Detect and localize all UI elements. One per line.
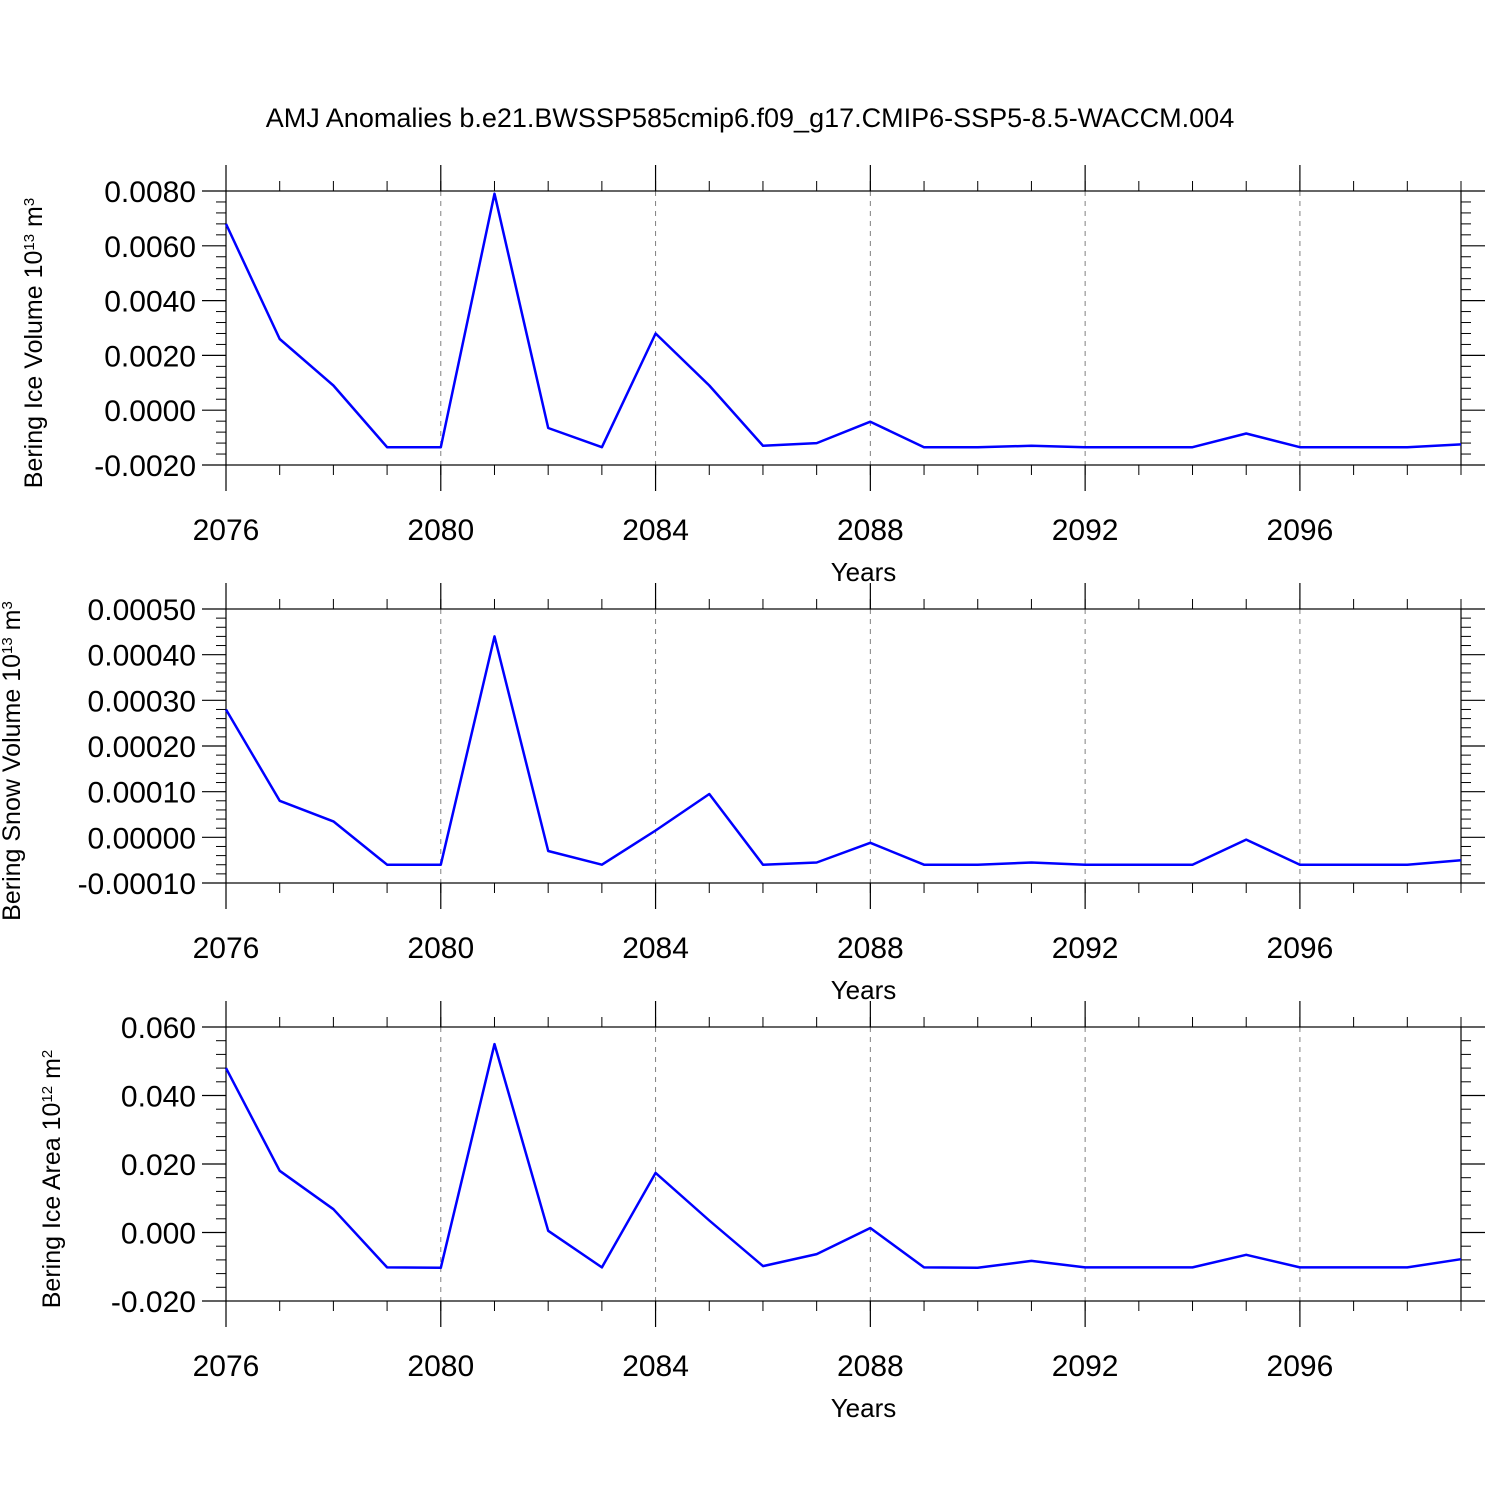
y-tick-label: 0.020	[121, 1149, 196, 1182]
y-axis-label-superscript: 2	[39, 1050, 56, 1058]
x-tick-label: 2080	[407, 1350, 474, 1383]
y-tick-label: 0.0080	[104, 176, 196, 209]
x-tick-label: 2088	[837, 932, 904, 965]
y-tick-label: 0.00020	[88, 731, 196, 764]
y-axis-label-part: Bering Ice Volume 10	[20, 251, 48, 489]
y-axis-label-superscript: 12	[39, 1086, 56, 1103]
y-tick-label: 0.0020	[104, 340, 196, 373]
y-axis-label-superscript: 13	[21, 234, 38, 251]
y-tick-label: 0.00010	[88, 777, 196, 810]
x-tick-label: 2092	[1052, 1350, 1119, 1383]
x-tick-label: 2084	[622, 514, 689, 547]
x-tick-label: 2076	[193, 1350, 260, 1383]
x-tick-label: 2084	[622, 932, 689, 965]
y-axis-label-superscript: 3	[21, 198, 38, 206]
y-tick-label: 0.060	[121, 1012, 196, 1045]
y-tick-label: 0.040	[121, 1081, 196, 1114]
y-axis-label: Bering Ice Area 1012 m2	[38, 1050, 66, 1309]
y-tick-label: 0.00000	[88, 822, 196, 855]
y-axis-label: Bering Snow Volume 1013 m3	[0, 601, 26, 921]
y-tick-label: -0.00010	[78, 868, 196, 901]
y-axis-label-superscript: 3	[0, 601, 16, 609]
x-tick-label: 2076	[193, 514, 260, 547]
y-axis-label-part: m	[0, 610, 26, 638]
x-tick-label: 2096	[1267, 932, 1334, 965]
plot-frame	[225, 190, 1462, 466]
y-tick-label: 0.00040	[88, 640, 196, 673]
panel-3: 2076 2080 2084 2088 2092 2096 -0.020 0.000 0.020…	[38, 1001, 1485, 1423]
x-tick-label: 2092	[1052, 932, 1119, 965]
y-axis-label: Bering Ice Volume 1013 m3	[20, 198, 48, 488]
y-axis-label-part: m	[20, 206, 48, 234]
x-axis-label: Years	[831, 975, 897, 1005]
x-axis-label: Years	[831, 1393, 897, 1423]
x-tick-label: 2076	[193, 932, 260, 965]
y-tick-label: -0.020	[111, 1286, 196, 1319]
x-tick-label: 2092	[1052, 514, 1119, 547]
y-axis-label-part: Bering Ice Area 10	[38, 1103, 66, 1309]
y-tick-label: 0.0040	[104, 286, 196, 319]
x-tick-label: 2084	[622, 1350, 689, 1383]
figure-title: AMJ Anomalies b.e21.BWSSP585cmip6.f09_g1…	[266, 103, 1234, 133]
x-tick-label: 2080	[407, 932, 474, 965]
y-axis-label-part: Bering Snow Volume 10	[0, 654, 26, 921]
series-line	[224, 635, 1462, 866]
y-tick-label: 0.00030	[88, 685, 196, 718]
x-tick-label: 2096	[1267, 514, 1334, 547]
series-line	[224, 192, 1462, 449]
x-tick-label: 2088	[837, 514, 904, 547]
x-tick-label: 2096	[1267, 1350, 1334, 1383]
y-tick-label: 0.0060	[104, 231, 196, 264]
y-axis-label-superscript: 13	[0, 637, 16, 654]
y-tick-label: 0.0000	[104, 395, 196, 428]
y-axis-label-part: m	[38, 1058, 66, 1086]
y-tick-label: 0.00050	[88, 594, 196, 627]
y-tick-label: 0.000	[121, 1218, 196, 1251]
x-axis-label: Years	[831, 557, 897, 587]
plot-frame	[225, 608, 1462, 884]
x-tick-label: 2088	[837, 1350, 904, 1383]
panel-2: 2076 2080 2084 2088 2092 2096 -0.00010 0.00000 0…	[0, 583, 1485, 1005]
series-line	[224, 1042, 1462, 1270]
x-tick-label: 2080	[407, 514, 474, 547]
plot-frame	[225, 1026, 1462, 1302]
panel-1: 2076 2080 2084 2088 2092 2096 -0.0020 0.0000 0.0…	[20, 165, 1485, 587]
y-tick-label: -0.0020	[94, 450, 196, 483]
